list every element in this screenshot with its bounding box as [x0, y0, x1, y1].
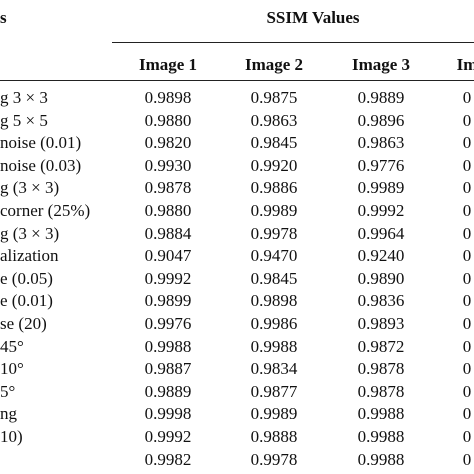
cell: 0: [462, 404, 472, 424]
column-header: Im: [456, 55, 474, 74]
cell: 0.9998: [144, 404, 192, 424]
cell: 0.9989: [357, 178, 405, 198]
cell: 0: [462, 178, 472, 198]
cell: 0: [462, 427, 472, 446]
cell: 0: [462, 88, 472, 107]
cell: 0.9992: [144, 427, 192, 446]
row-label: corner (25%): [0, 201, 91, 220]
cell: 0: [462, 246, 472, 266]
cell: 0.9930: [144, 155, 192, 175]
column-header: Image 2: [244, 55, 304, 74]
cell: 0.9964: [357, 223, 405, 243]
row-label: e (0.05): [0, 268, 53, 288]
cell: 0.9898: [250, 291, 298, 311]
header-span: SSIM Values: [266, 8, 360, 27]
cell: 0.9834: [250, 359, 298, 379]
row-label: alization: [0, 246, 59, 266]
row-label: 10°: [0, 359, 24, 379]
row-label: g 3 × 3: [0, 88, 48, 107]
cell: 0.9896: [357, 110, 405, 130]
cell: 0.9982: [144, 449, 192, 469]
cell: 0.9884: [144, 223, 192, 243]
cell: 0: [462, 268, 472, 288]
cell: 0.9863: [357, 133, 405, 153]
row-label: noise (0.03): [0, 155, 82, 175]
row-label: g 5 × 5: [0, 110, 48, 130]
cell: 0: [462, 381, 472, 401]
cell: 0.9845: [250, 133, 298, 153]
cell: 0.9899: [144, 291, 192, 311]
row-label: 5°: [0, 381, 16, 401]
cell: 0.9988: [144, 336, 192, 356]
cell: 0.9047: [144, 246, 192, 266]
cell: 0.9886: [250, 178, 298, 198]
cell: 0.9863: [250, 110, 298, 130]
cell: 0.9890: [357, 268, 405, 288]
cell: 0.9988: [357, 404, 405, 424]
cell: 0.9888: [250, 427, 298, 446]
cell: 0.9872: [357, 336, 405, 356]
cell: 0.9989: [250, 404, 298, 424]
row-label: g (3 × 3): [0, 223, 60, 243]
cell: 0.9992: [144, 268, 192, 288]
cell: 0: [462, 223, 472, 243]
row-label: 45°: [0, 336, 24, 356]
cell: 0: [462, 110, 472, 130]
cell: 0.9776: [357, 155, 405, 175]
cell: 0.9875: [250, 88, 298, 107]
cell: 0.9887: [144, 359, 192, 379]
cell: 0.9880: [144, 201, 192, 220]
cell: 0.9978: [250, 449, 298, 469]
column-header: Image 3: [351, 55, 411, 74]
cell: 0.9880: [144, 110, 192, 130]
cell: 0.9845: [250, 268, 298, 288]
row-label: g (3 × 3): [0, 178, 60, 198]
cell: 0.9820: [144, 133, 192, 153]
cell: 0.9878: [144, 178, 192, 198]
column-header: Image 1: [138, 55, 198, 74]
cell: 0: [462, 449, 472, 469]
row-label: e (0.01): [0, 291, 53, 311]
cell: 0: [462, 314, 472, 333]
cell: 0.9878: [357, 381, 405, 401]
cell: 0.9470: [250, 246, 298, 266]
row-label: noise (0.01): [0, 133, 82, 153]
span-rule: [112, 42, 474, 43]
cell: 0.9920: [250, 155, 298, 175]
cell: 0: [462, 201, 472, 220]
cell: 0: [462, 359, 472, 379]
cell: 0.9988: [357, 427, 405, 446]
row-label: 10): [0, 427, 23, 446]
header-rule: [0, 80, 474, 81]
cell: 0: [462, 155, 472, 175]
cell: 0.9893: [357, 314, 405, 333]
cell: 0.9878: [357, 359, 405, 379]
cell: 0.9898: [144, 88, 192, 107]
cell: 0.9889: [357, 88, 405, 107]
cell: 0.9836: [357, 291, 405, 311]
cell: 0: [462, 291, 472, 311]
cell: 0: [462, 133, 472, 153]
cell: 0.9978: [250, 223, 298, 243]
header-first: s: [0, 8, 7, 27]
cell: 0.9988: [250, 336, 298, 356]
cell: 0: [462, 336, 472, 356]
cell: 0.9992: [357, 201, 405, 220]
cell: 0.9976: [144, 314, 192, 333]
cell: 0.9877: [250, 381, 298, 401]
cell: 0.9989: [250, 201, 298, 220]
cell: 0.9988: [357, 449, 405, 469]
cell: 0.9986: [250, 314, 298, 333]
cell: 0.9240: [357, 246, 405, 266]
cell: 0.9889: [144, 381, 192, 401]
row-label: ng: [0, 404, 17, 424]
row-label: se (20): [0, 314, 47, 333]
